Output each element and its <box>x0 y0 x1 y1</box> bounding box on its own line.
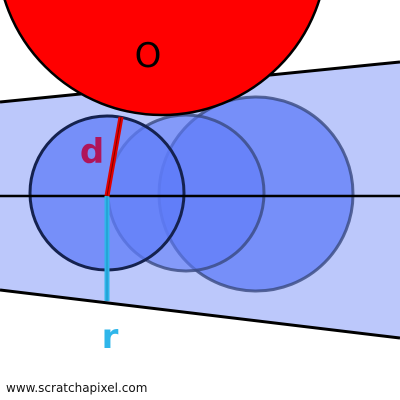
distance-line <box>104 116 124 197</box>
watermark-text: www.scratchapixel.com <box>6 381 148 395</box>
radius-label: r <box>102 317 119 357</box>
object-disc <box>3 0 321 117</box>
cone-bottom-edge <box>0 288 400 340</box>
distance-line-outline <box>106 116 122 197</box>
object-label: O <box>135 36 162 76</box>
distance-label: d <box>80 132 104 172</box>
